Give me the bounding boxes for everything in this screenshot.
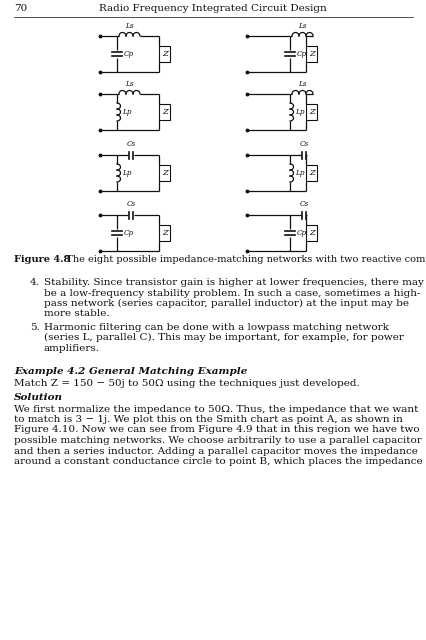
Text: amplifiers.: amplifiers. (44, 344, 100, 353)
Text: Z: Z (308, 169, 314, 177)
Bar (159, 165, 170, 181)
Text: Cp: Cp (124, 229, 134, 237)
Text: Z: Z (162, 108, 167, 116)
Text: 4.: 4. (30, 278, 40, 287)
Text: Z: Z (308, 50, 314, 58)
Text: Z: Z (162, 229, 167, 237)
Text: Z: Z (162, 169, 167, 177)
Text: Cp: Cp (296, 229, 306, 237)
Text: around a constant conductance circle to point B, which places the impedance: around a constant conductance circle to … (14, 457, 422, 466)
Text: and then a series inductor. Adding a parallel capacitor moves the impedance: and then a series inductor. Adding a par… (14, 447, 417, 456)
Text: pass network (series capacitor, parallel inductor) at the input may be: pass network (series capacitor, parallel… (44, 299, 408, 308)
Text: possible matching networks. We choose arbitrarily to use a parallel capacitor: possible matching networks. We choose ar… (14, 436, 421, 445)
Text: Radio Frequency Integrated Circuit Design: Radio Frequency Integrated Circuit Desig… (99, 4, 326, 13)
Bar (306, 46, 317, 62)
Text: We first normalize the impedance to 50Ω. Thus, the impedance that we want: We first normalize the impedance to 50Ω.… (14, 404, 417, 413)
Text: Example 4.2 General Matching Example: Example 4.2 General Matching Example (14, 367, 247, 376)
Bar (306, 104, 317, 120)
Text: The eight possible impedance-matching networks with two reactive components.: The eight possible impedance-matching ne… (60, 255, 426, 264)
Text: Cp: Cp (124, 50, 134, 58)
Text: Cs: Cs (299, 200, 308, 209)
Text: Lp: Lp (294, 108, 304, 116)
Text: Ls: Ls (297, 79, 306, 88)
Text: Figure 4.10. Now we can see from Figure 4.9 that in this region we have two: Figure 4.10. Now we can see from Figure … (14, 426, 419, 435)
Text: Cs: Cs (126, 200, 135, 209)
Text: Lp: Lp (122, 169, 131, 177)
Text: Z: Z (308, 229, 314, 237)
Text: be a low-frequency stability problem. In such a case, sometimes a high-: be a low-frequency stability problem. In… (44, 289, 420, 298)
Bar (306, 165, 317, 181)
Text: Z: Z (308, 108, 314, 116)
Bar (159, 46, 170, 62)
Bar (159, 104, 170, 120)
Text: Match Z = 150 − 50j to 50Ω using the techniques just developed.: Match Z = 150 − 50j to 50Ω using the tec… (14, 378, 359, 387)
Text: Lp: Lp (294, 169, 304, 177)
Text: Ls: Ls (125, 79, 133, 88)
Text: Stability. Since transistor gain is higher at lower frequencies, there may: Stability. Since transistor gain is high… (44, 278, 423, 287)
Text: to match is 3 − 1j. We plot this on the Smith chart as point A, as shown in: to match is 3 − 1j. We plot this on the … (14, 415, 402, 424)
Text: Ls: Ls (125, 22, 133, 29)
Text: (series L, parallel C). This may be important, for example, for power: (series L, parallel C). This may be impo… (44, 333, 403, 342)
Text: Cp: Cp (296, 50, 306, 58)
Text: Figure 4.8: Figure 4.8 (14, 255, 70, 264)
Text: more stable.: more stable. (44, 310, 109, 319)
Bar (306, 225, 317, 241)
Text: Harmonic filtering can be done with a lowpass matching network: Harmonic filtering can be done with a lo… (44, 323, 388, 332)
Text: 5.: 5. (30, 323, 40, 332)
Text: 70: 70 (14, 4, 27, 13)
Text: Z: Z (162, 50, 167, 58)
Text: Cs: Cs (299, 141, 308, 148)
Bar (159, 225, 170, 241)
Text: Solution: Solution (14, 392, 63, 401)
Text: Lp: Lp (122, 108, 131, 116)
Text: Cs: Cs (126, 141, 135, 148)
Text: Ls: Ls (297, 22, 306, 29)
